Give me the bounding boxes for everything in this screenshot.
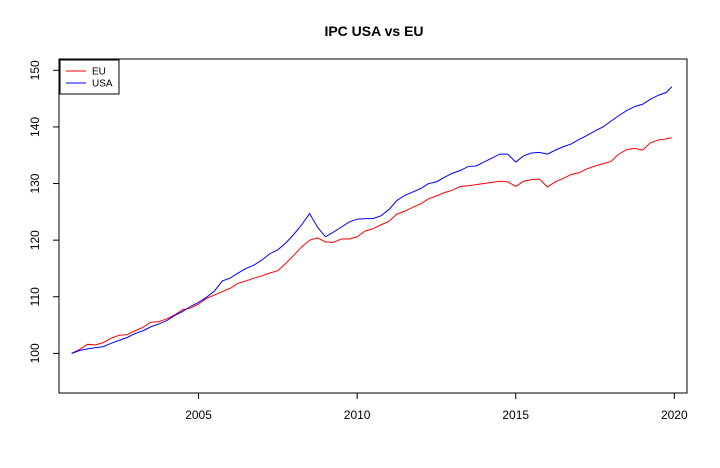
series-line-eu (71, 137, 672, 354)
series-layer (71, 86, 673, 354)
y-axis: 100 110 120 130 140 150 (28, 60, 59, 363)
series-line-usa (71, 86, 673, 354)
y-tick-label: 110 (28, 287, 42, 306)
legend-box (59, 59, 120, 95)
y-tick-label: 150 (28, 60, 42, 80)
plot-frame (58, 58, 688, 394)
legend-label: USA (92, 79, 113, 90)
y-tick-label: 120 (28, 230, 42, 250)
y-tick-label: 140 (28, 117, 42, 137)
y-tick-label: 130 (28, 173, 42, 193)
x-axis: 2005 2010 2015 2020 (185, 393, 688, 422)
x-tick-label: 2015 (502, 408, 529, 422)
x-tick-label: 2010 (344, 408, 371, 422)
x-tick-label: 2005 (185, 408, 212, 422)
chart-title: IPC USA vs EU (324, 23, 423, 39)
x-tick-label: 2020 (661, 408, 688, 422)
y-tick-label: 100 (28, 343, 42, 363)
legend-label: EU (92, 67, 106, 78)
